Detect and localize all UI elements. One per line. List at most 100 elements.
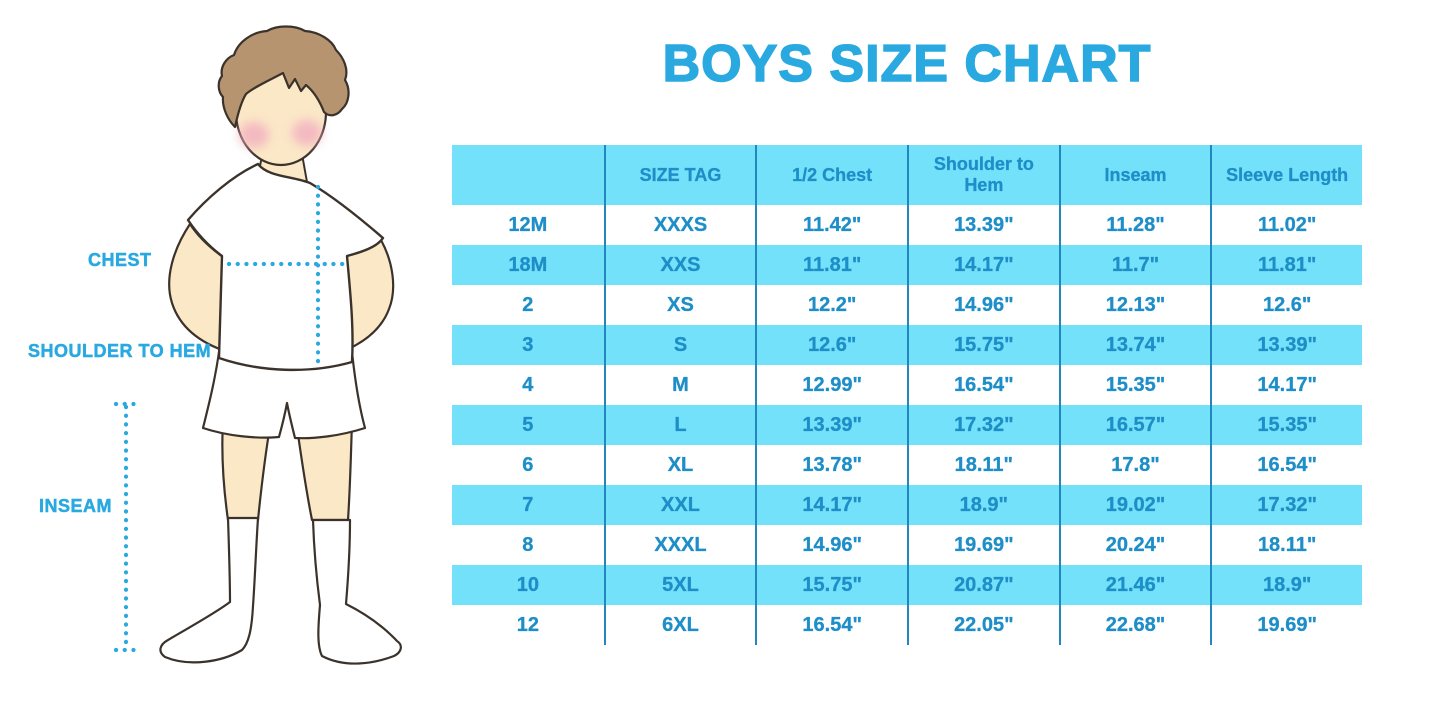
column-header: Shoulder to Hem xyxy=(907,145,1059,205)
measure-cell: 12.13" xyxy=(1058,285,1211,325)
legs xyxy=(221,418,354,522)
socks xyxy=(159,516,402,665)
measure-cell: 13.39" xyxy=(1210,325,1362,365)
measure-cell: 12.99" xyxy=(755,365,907,405)
size-cell: 3 xyxy=(522,333,534,356)
measure-cell: 15.75" xyxy=(755,565,907,605)
measure-cell: S xyxy=(603,325,756,365)
right-sock xyxy=(311,518,402,665)
size-cell: 12 xyxy=(516,613,540,636)
shorts xyxy=(201,350,367,440)
measure-cell: 5XL xyxy=(603,565,756,605)
measure-cell: M xyxy=(603,365,756,405)
measure-cell: 22.05" xyxy=(907,605,1059,645)
measure-cell: 14.17" xyxy=(755,485,907,525)
size-table: SIZE TAG 1/2 Chest Shoulder to Hem Inseam Sl… xyxy=(452,145,1362,645)
size-cell: 6 xyxy=(522,453,534,476)
table-row: 7 XXL 14.17" 18.9" 19.02" 17.32" xyxy=(452,485,1362,525)
table-row: 8 XXXL 14.96" 19.69" 20.24" 18.11" xyxy=(452,525,1362,565)
measure-cell: 14.96" xyxy=(907,285,1059,325)
measure-cell: L xyxy=(603,405,756,445)
table-row: 5 L 13.39" 17.32" 16.57" 15.35" xyxy=(452,405,1362,445)
measure-cell: 6XL xyxy=(603,605,756,645)
measure-cell: 12.6" xyxy=(755,325,907,365)
size-cell: 10 xyxy=(516,573,540,596)
left-sock xyxy=(159,516,260,664)
column-header: 1/2 Chest xyxy=(755,145,907,205)
measure-cell: 17.32" xyxy=(1210,485,1362,525)
measure-cell: 12.2" xyxy=(755,285,907,325)
measure-cell: 16.54" xyxy=(755,605,907,645)
measure-cell: 16.54" xyxy=(907,365,1059,405)
measure-cell: XXS xyxy=(603,245,756,285)
page-title: BOYS SIZE CHART xyxy=(662,34,1152,94)
measure-cell: 16.54" xyxy=(1210,445,1362,485)
measure-cell: XS xyxy=(603,285,756,325)
measure-cell: 19.02" xyxy=(1058,485,1211,525)
column-header: SIZE TAG xyxy=(603,145,756,205)
measure-cell: 13.39" xyxy=(907,205,1059,245)
measure-cell: 14.96" xyxy=(755,525,907,565)
table-row: 10 5XL 15.75" 20.87" 21.46" 18.9" xyxy=(452,565,1362,605)
measure-cell: 18.11" xyxy=(907,445,1059,485)
measure-cell: 19.69" xyxy=(1210,605,1362,645)
table-row: 12M XXXS 11.42" 13.39" 11.28" 11.02" xyxy=(452,205,1362,245)
measure-cell: 17.8" xyxy=(1058,445,1211,485)
measurement-lines xyxy=(113,184,346,653)
table-row: 2 XS 12.2" 14.96" 12.13" 12.6" xyxy=(452,285,1362,325)
table-row: 3 S 12.6" 15.75" 13.74" 13.39" xyxy=(452,325,1362,365)
inseam-label: INSEAM xyxy=(39,496,113,517)
size-cell: 8 xyxy=(522,533,534,556)
table-row: 6 XL 13.78" 18.11" 17.8" 16.54" xyxy=(452,445,1362,485)
chest-label: CHEST xyxy=(88,250,152,271)
table-row: 4 M 12.99" 16.54" 15.35" 14.17" xyxy=(452,365,1362,405)
column-header xyxy=(452,145,604,205)
measure-cell: 16.57" xyxy=(1058,405,1211,445)
table-row: 18M XXS 11.81" 14.17" 11.7" 11.81" xyxy=(452,245,1362,285)
measure-cell: 19.69" xyxy=(907,525,1059,565)
size-cell: 12M xyxy=(508,213,548,236)
column-header: Sleeve Length xyxy=(1210,145,1362,205)
column-header: Inseam xyxy=(1058,145,1211,205)
measure-cell: 20.87" xyxy=(907,565,1059,605)
measure-cell: 13.78" xyxy=(755,445,907,485)
measure-cell: 11.02" xyxy=(1210,205,1362,245)
measure-cell: XXXS xyxy=(603,205,756,245)
measure-cell: 18.11" xyxy=(1210,525,1362,565)
measure-cell: 18.9" xyxy=(907,485,1059,525)
measure-cell: 15.75" xyxy=(907,325,1059,365)
measure-cell: 17.32" xyxy=(907,405,1059,445)
size-table-body: 12M XXXS 11.42" 13.39" 11.28" 11.02" 18M XXS 11.… xyxy=(452,205,1362,645)
size-cell: 7 xyxy=(522,493,534,516)
measure-cell: XL xyxy=(603,445,756,485)
measure-cell: 20.24" xyxy=(1058,525,1211,565)
size-cell: 18M xyxy=(508,253,548,276)
measure-cell: 13.74" xyxy=(1058,325,1211,365)
measure-cell: 14.17" xyxy=(907,245,1059,285)
measure-cell: 15.35" xyxy=(1210,405,1362,445)
boy-illustration xyxy=(113,25,402,665)
measure-cell: 14.17" xyxy=(1210,365,1362,405)
measure-cell: 12.6" xyxy=(1210,285,1362,325)
measure-cell: 22.68" xyxy=(1058,605,1211,645)
measure-cell: 18.9" xyxy=(1210,565,1362,605)
measure-cell: 15.35" xyxy=(1058,365,1211,405)
size-table-header: SIZE TAG 1/2 Chest Shoulder to Hem Inseam Sl… xyxy=(452,145,1362,205)
right-cheek xyxy=(292,120,322,146)
hair xyxy=(217,25,350,129)
measure-cell: 11.81" xyxy=(755,245,907,285)
measure-cell: 11.81" xyxy=(1210,245,1362,285)
t-shirt xyxy=(186,162,385,372)
measure-cell: XXXL xyxy=(603,525,756,565)
size-cell: 5 xyxy=(522,413,534,436)
measure-cell: 11.7" xyxy=(1058,245,1211,285)
measure-cell: 13.39" xyxy=(755,405,907,445)
measure-cell: XXL xyxy=(603,485,756,525)
measure-cell: 21.46" xyxy=(1058,565,1211,605)
measure-cell: 11.42" xyxy=(755,205,907,245)
head xyxy=(217,25,350,167)
shoulder-to-hem-label: SHOULDER TO HEM xyxy=(28,341,212,362)
table-row: 12 6XL 16.54" 22.05" 22.68" 19.69" xyxy=(452,605,1362,645)
left-cheek xyxy=(239,122,269,148)
